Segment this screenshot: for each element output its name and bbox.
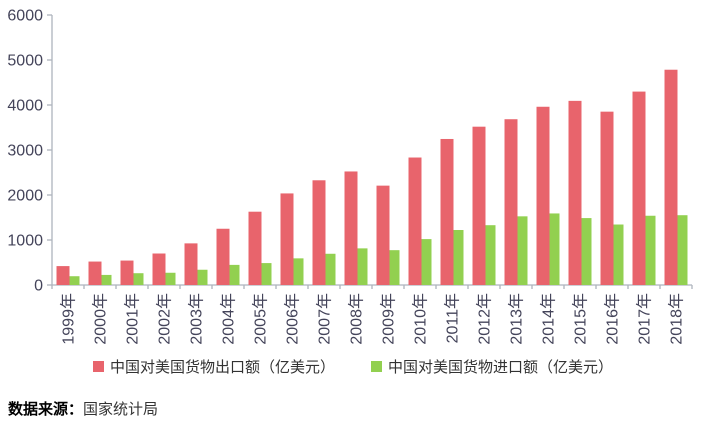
export-bar [344, 171, 358, 285]
export-bar [56, 266, 70, 285]
import-bar [421, 239, 432, 285]
exports-swatch-icon [92, 361, 104, 372]
import-bar [677, 215, 688, 285]
x-axis-year-label: 2005年 [252, 293, 270, 345]
x-axis-year-label: 2009年 [380, 293, 398, 345]
legend-item-exports: 中国对美国货物出口额（亿美元） [92, 356, 335, 377]
y-axis-tick-label: 6000 [7, 8, 43, 25]
export-bar [120, 260, 134, 285]
x-axis-year-label: 2007年 [316, 293, 334, 345]
export-bar [536, 106, 550, 285]
import-bar [485, 225, 496, 285]
export-bar [216, 228, 230, 285]
source-name-label: 国家统计局 [83, 401, 159, 418]
export-bar [184, 243, 198, 285]
legend-label-exports: 中国对美国货物出口额（亿美元） [109, 359, 335, 376]
y-axis-tick-label: 4000 [7, 98, 43, 115]
y-axis-tick-label: 5000 [7, 53, 43, 70]
imports-swatch-icon [371, 361, 382, 372]
export-bar [152, 253, 166, 285]
import-bar [357, 248, 368, 285]
x-axis-year-label: 2018年 [668, 293, 686, 345]
export-bar [632, 91, 646, 285]
import-bar [229, 264, 240, 285]
x-axis-year-label: 2002年 [156, 293, 174, 345]
x-axis-year-label: 2016年 [604, 293, 622, 345]
source-note: 数据来源：国家统计局 [8, 398, 158, 419]
export-bar [88, 261, 102, 285]
import-bar [101, 274, 112, 285]
import-bar [581, 218, 592, 285]
import-bar [517, 216, 528, 285]
source-prefix-label: 数据来源： [8, 401, 84, 418]
export-bar [280, 193, 294, 285]
x-axis-year-label: 2013年 [508, 293, 526, 345]
x-axis-year-label: 2017年 [636, 293, 654, 345]
x-axis-year-label: 2011年 [444, 293, 462, 343]
chart-legend: 中国对美国货物出口额（亿美元） 中国对美国货物进口额（亿美元） [0, 356, 706, 377]
import-bar [613, 224, 624, 285]
y-axis-tick-label: 3000 [7, 143, 43, 160]
import-bar [133, 273, 144, 285]
export-bar [248, 211, 262, 285]
x-axis-year-label: 2004年 [220, 293, 238, 345]
import-bar [549, 213, 560, 285]
import-bar [261, 263, 272, 285]
export-bar [664, 69, 678, 285]
import-bar [389, 250, 400, 285]
import-bar [69, 276, 80, 285]
legend-item-imports: 中国对美国货物进口额（亿美元） [371, 356, 613, 377]
import-bar [293, 258, 304, 285]
import-bar [325, 253, 336, 285]
x-axis-year-label: 2008年 [348, 293, 366, 345]
x-axis-year-label: 2010年 [412, 293, 430, 345]
y-axis-tick-label: 2000 [7, 188, 43, 205]
bar-chart-canvas: 0 1000 2000 3000 4000 5000 6000 1999年 2000年 2001年… [7, 8, 693, 345]
export-bar [600, 111, 614, 285]
x-axis-year-label: 2001年 [124, 293, 142, 345]
x-axis-year-label: 2006年 [284, 293, 302, 345]
x-axis-year-label: 2014年 [540, 293, 558, 345]
export-bar [376, 185, 390, 285]
import-bar [453, 230, 464, 285]
import-bar [165, 272, 176, 285]
x-axis-year-label: 2012年 [476, 293, 494, 345]
export-bar [312, 180, 326, 285]
export-bar [440, 138, 454, 285]
y-axis-tick-label: 0 [34, 278, 43, 295]
x-axis-year-label: 1999年 [60, 293, 78, 345]
export-bar [408, 157, 422, 285]
legend-label-imports: 中国对美国货物进口额（亿美元） [388, 359, 614, 376]
import-bar [197, 269, 208, 285]
x-axis-year-label: 2000年 [92, 293, 110, 345]
export-bar [472, 126, 486, 285]
export-bar [504, 119, 518, 285]
export-bar [568, 100, 582, 285]
y-axis-tick-label: 1000 [7, 233, 43, 250]
x-axis-year-label: 2003年 [188, 293, 206, 345]
x-axis-year-label: 2015年 [572, 293, 590, 345]
import-bar [645, 215, 656, 285]
